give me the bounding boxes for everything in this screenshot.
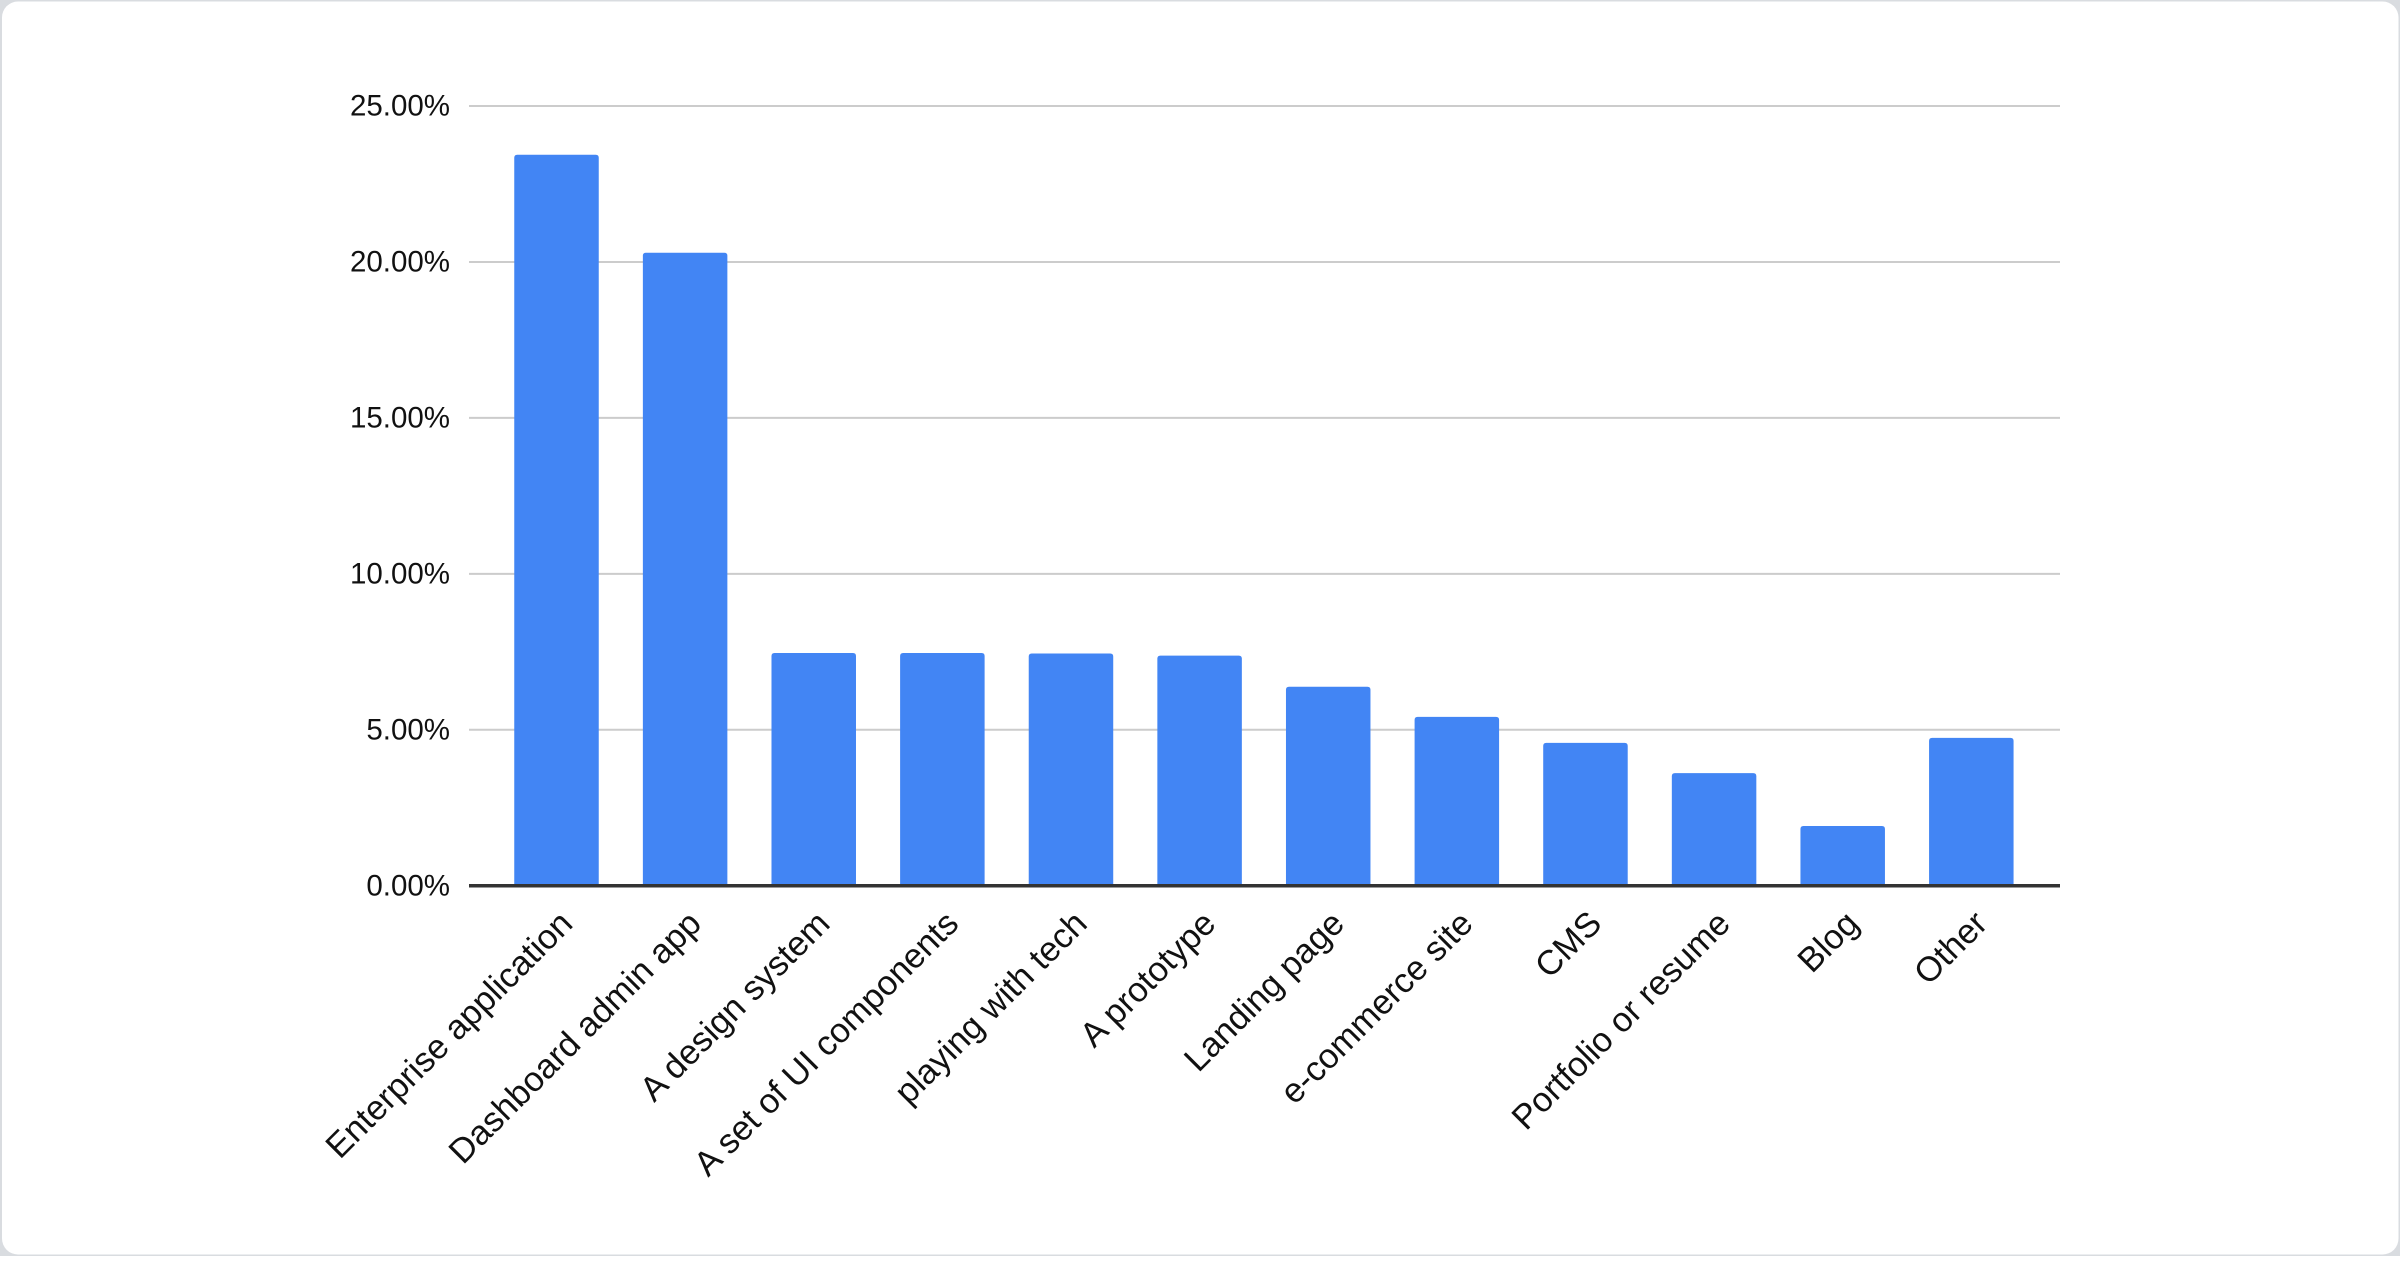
svg-text:20.00%: 20.00% [350, 246, 450, 279]
svg-text:15.00%: 15.00% [350, 401, 450, 434]
svg-text:0.00%: 0.00% [366, 869, 450, 902]
svg-text:5.00%: 5.00% [366, 713, 450, 746]
svg-text:10.00%: 10.00% [350, 557, 450, 590]
svg-text:25.00%: 25.00% [350, 90, 450, 123]
